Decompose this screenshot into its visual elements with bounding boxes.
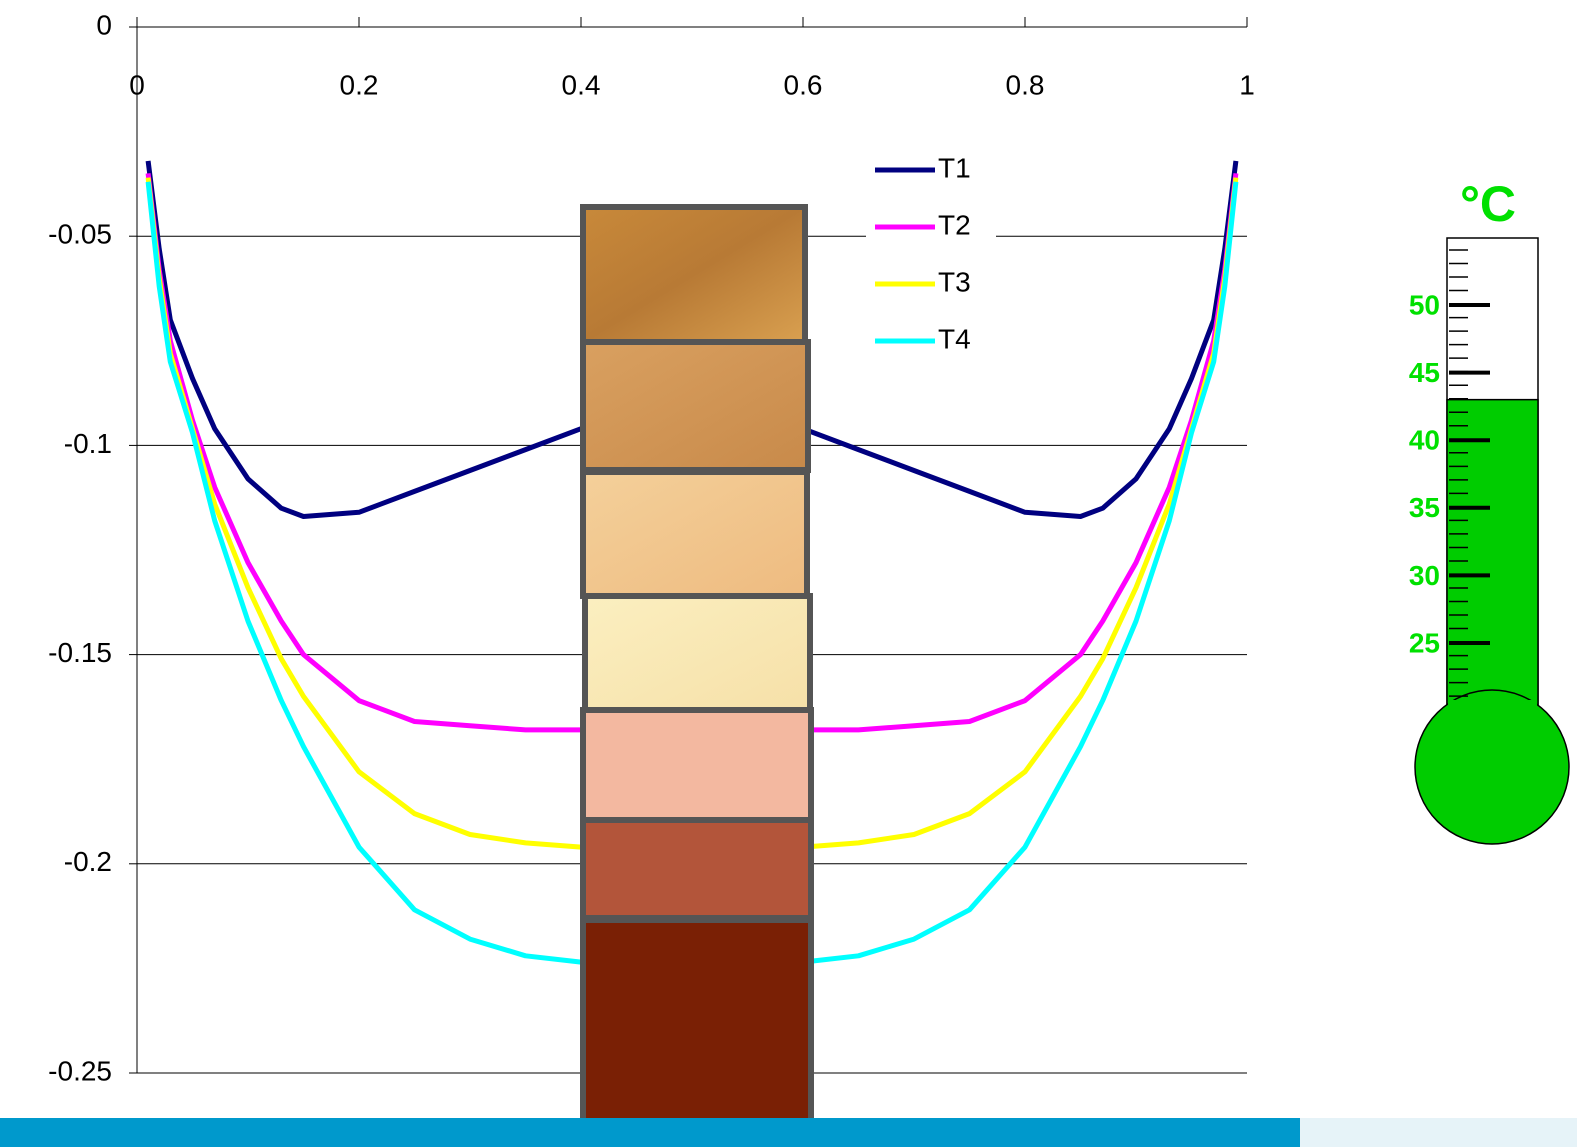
y-tick-label: -0.2 bbox=[64, 846, 112, 877]
thermometer: 50 45 40 35 30 25 °C bbox=[1409, 176, 1570, 845]
y-tick-label: 0 bbox=[96, 9, 112, 40]
image-stack bbox=[580, 204, 814, 1145]
texture-image bbox=[580, 707, 814, 823]
x-tick-label: 0.8 bbox=[1006, 69, 1045, 100]
texture-image bbox=[580, 817, 814, 921]
legend-label: T2 bbox=[938, 209, 971, 240]
x-tick-label: 0.2 bbox=[340, 69, 379, 100]
legend-label: T1 bbox=[938, 152, 971, 183]
x-tick-label: 0.4 bbox=[562, 69, 601, 100]
legend: T1 T2 T3 T4 bbox=[866, 148, 996, 363]
footer-bar bbox=[1300, 1118, 1577, 1147]
thermo-label: 45 bbox=[1409, 357, 1440, 388]
texture-image bbox=[580, 339, 811, 473]
y-tick-label: -0.05 bbox=[48, 219, 112, 250]
thermo-unit: °C bbox=[1460, 176, 1516, 232]
x-tick-label: 0.6 bbox=[784, 69, 823, 100]
thermo-label: 25 bbox=[1409, 627, 1440, 658]
thermo-fill bbox=[1446, 398, 1539, 729]
y-tick-label: -0.25 bbox=[48, 1055, 112, 1086]
legend-label: T4 bbox=[938, 323, 971, 354]
legend-label: T3 bbox=[938, 266, 971, 297]
texture-image bbox=[580, 469, 810, 599]
texture-image bbox=[580, 917, 814, 1145]
y-tick-label: -0.1 bbox=[64, 428, 112, 459]
y-tick-label: -0.15 bbox=[48, 637, 112, 668]
thermo-label: 30 bbox=[1409, 560, 1440, 591]
thermo-label: 50 bbox=[1409, 289, 1440, 320]
footer-bar bbox=[0, 1118, 1300, 1147]
thermo-label: 35 bbox=[1409, 492, 1440, 523]
thermo-label: 40 bbox=[1409, 425, 1440, 456]
texture-image bbox=[580, 204, 808, 345]
x-tick-label: 1 bbox=[1239, 69, 1255, 100]
texture-image bbox=[582, 593, 813, 713]
thermo-join bbox=[1448, 700, 1537, 730]
x-tick-label: 0 bbox=[129, 69, 145, 100]
